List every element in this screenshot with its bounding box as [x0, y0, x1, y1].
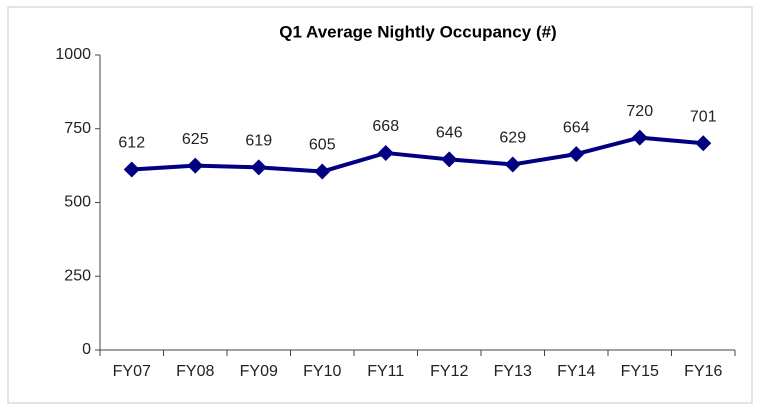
x-tick-label: FY13	[494, 363, 532, 380]
y-tick-label: 0	[82, 341, 91, 358]
marker	[377, 144, 394, 161]
marker	[695, 135, 712, 152]
marker	[250, 159, 267, 176]
x-tick-label: FY15	[621, 363, 659, 380]
x-tick-label: FY09	[240, 363, 278, 380]
data-label: 664	[563, 119, 590, 136]
x-tick-label: FY14	[557, 363, 595, 380]
data-label: 619	[245, 133, 272, 150]
data-label: 612	[118, 135, 145, 152]
x-tick-label: FY07	[113, 363, 151, 380]
x-tick-label: FY16	[684, 363, 722, 380]
x-tick-label: FY12	[430, 363, 468, 380]
y-tick-label: 1000	[55, 46, 91, 63]
chart-title: Q1 Average Nightly Occupancy (#)	[279, 22, 556, 41]
data-label: 625	[182, 131, 209, 148]
data-label: 668	[372, 118, 399, 135]
x-tick-label: FY11	[367, 363, 404, 380]
marker	[568, 146, 585, 163]
data-label: 701	[690, 108, 717, 125]
x-tick-label: FY10	[303, 363, 341, 380]
data-label: 646	[436, 125, 463, 142]
y-tick-label: 250	[64, 267, 91, 284]
chart-border	[7, 6, 753, 404]
y-tick-label: 750	[64, 120, 91, 137]
marker	[504, 156, 521, 173]
line	[131, 135, 704, 174]
data-label: 720	[626, 103, 653, 120]
marker	[314, 163, 331, 180]
data-label: 629	[499, 130, 526, 147]
marker	[123, 161, 140, 178]
marker	[187, 157, 204, 174]
data-label: 605	[309, 137, 336, 154]
marker	[441, 151, 458, 168]
x-tick-label: FY08	[176, 363, 214, 380]
marker	[631, 129, 648, 146]
y-tick-label: 500	[64, 194, 91, 211]
